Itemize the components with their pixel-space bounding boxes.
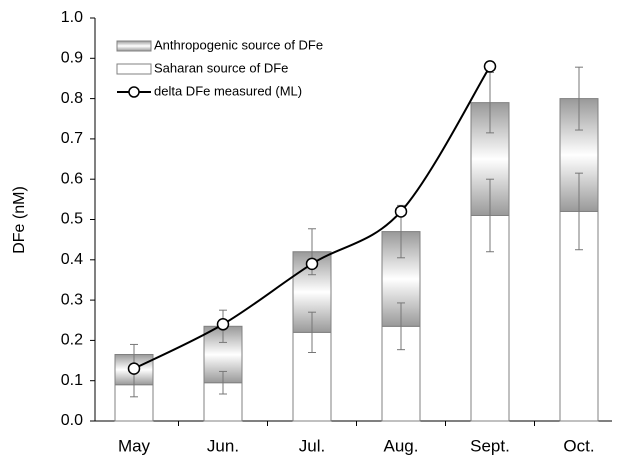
error-bar [486, 178, 494, 253]
line-marker [394, 205, 408, 218]
y-tick-label: 0.5 [61, 211, 83, 228]
legend-marker [128, 86, 140, 98]
line-marker [127, 362, 141, 375]
error-bar [575, 66, 583, 131]
x-tick-label: Sept. [470, 436, 510, 455]
error-bar [397, 302, 405, 351]
error-bar [575, 172, 583, 251]
x-tick-label: Jul. [299, 436, 325, 455]
y-tick-label: 0.4 [61, 251, 83, 268]
y-tick-label: 0.7 [61, 130, 83, 147]
y-tick-label: 0.3 [61, 291, 83, 308]
y-tick-label: 0.1 [61, 372, 83, 389]
y-tick-label: 1.0 [61, 9, 83, 26]
line-marker [216, 318, 230, 331]
line [133, 65, 491, 370]
legend-label: Anthropogenic source of DFe [154, 37, 323, 52]
x-tick-label: Oct. [563, 436, 594, 455]
bar [559, 210, 599, 422]
line-marker [305, 257, 319, 271]
legend-label: Saharan source of DFe [154, 60, 288, 75]
y-tick-label: 0.0 [61, 412, 83, 429]
legend-label: delta DFe measured (ML) [154, 83, 302, 98]
y-axis-label: DFe (nM) [11, 186, 28, 254]
x-tick-label: May [118, 436, 151, 455]
legend-swatch [116, 63, 152, 75]
error-bar [219, 370, 227, 395]
x-tick-label: Aug. [384, 436, 419, 455]
y-tick-label: 0.8 [61, 90, 83, 107]
y-tick-label: 0.6 [61, 170, 83, 187]
error-bar [308, 311, 316, 353]
line-marker [483, 60, 497, 73]
legend-swatch [116, 40, 152, 52]
x-tick-label: Jun. [207, 436, 239, 455]
y-tick-label: 0.9 [61, 50, 83, 67]
y-tick-label: 0.2 [61, 332, 83, 349]
